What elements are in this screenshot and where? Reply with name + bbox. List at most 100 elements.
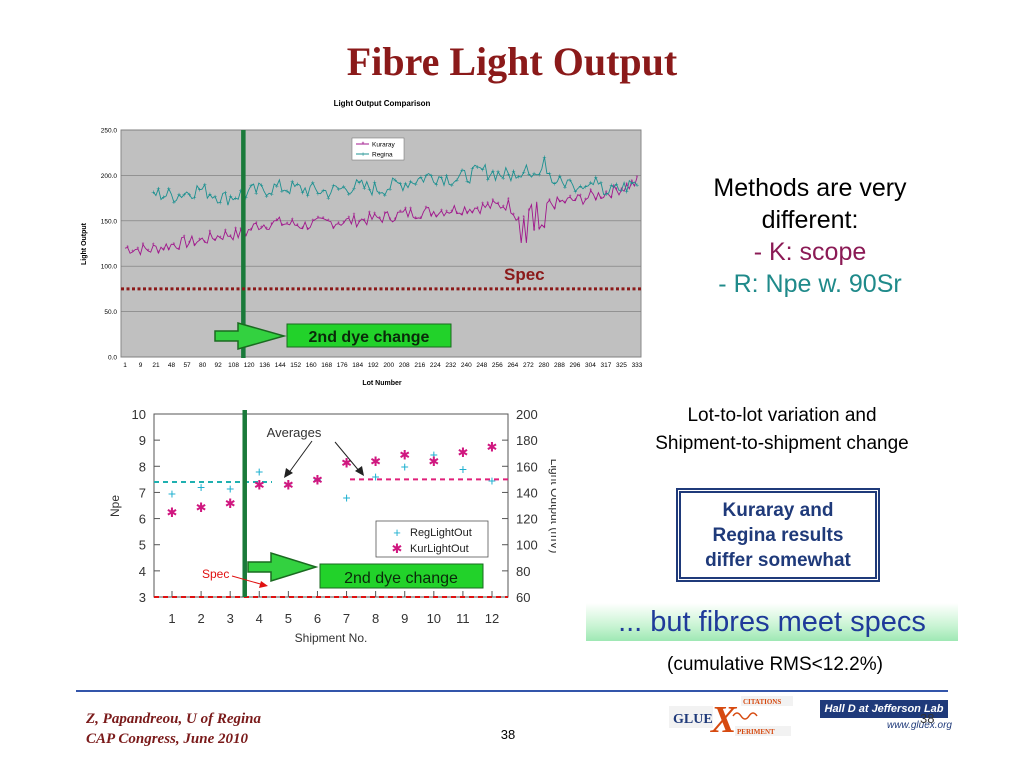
- chart1-regina-point: +: [295, 181, 299, 188]
- chart1-regina-point: +: [614, 181, 618, 188]
- chart1-kuraray-point: *: [630, 179, 633, 186]
- chart1-regina-point: +: [419, 175, 423, 182]
- chart2-x-tick-label: 7: [343, 611, 350, 626]
- chart1-x-tick-label: 120: [244, 362, 255, 369]
- chart1-regina-point: +: [609, 183, 613, 190]
- chart2-left-tick-label: 4: [139, 564, 146, 579]
- chart1-kuraray-line: [124, 177, 638, 256]
- chart1-regina-point: +: [409, 179, 413, 186]
- logo-page-number: 38: [920, 711, 935, 726]
- chart2-left-tick-label: 6: [139, 512, 146, 527]
- chart1-regina-point: +: [203, 182, 207, 189]
- chart1-regina-point: +: [604, 191, 608, 198]
- chart1-kuraray-point: *: [358, 220, 361, 227]
- chart1-regina-point: +: [589, 180, 593, 187]
- chart1-regina-point: +: [388, 186, 392, 193]
- chart1-regina-point: +: [223, 190, 227, 197]
- chart1-regina-point: +: [254, 190, 258, 197]
- chart1-regina-point: +: [300, 190, 304, 197]
- chart1-regina-point: +: [445, 173, 449, 180]
- slide-title: Fibre Light Output: [346, 39, 678, 84]
- chart1-x-tick-label: 240: [461, 362, 472, 369]
- chart2-right-tick-label: 140: [516, 485, 538, 500]
- light-output-comparison-chart: Light Output Comparison 0.0 50.0 100.0 150.…: [81, 99, 643, 387]
- callout-line1: Kuraray and: [722, 499, 834, 521]
- chart1-regina-point: +: [568, 177, 572, 184]
- chart1-kuraray-point: *: [420, 216, 423, 223]
- chart1-regina-point: +: [326, 195, 330, 202]
- chart1-kuraray-point: *: [538, 227, 541, 234]
- chart1-x-tick-label: 168: [321, 362, 332, 369]
- chart1-regina-point: +: [264, 193, 268, 200]
- chart1-regina-point: +: [244, 195, 248, 202]
- chart1-kuraray-point: *: [203, 240, 206, 247]
- methods-line1: Methods are very: [713, 174, 907, 202]
- page-number: 38: [500, 727, 516, 742]
- chart2-x-tick-label: 8: [372, 611, 379, 626]
- chart1-kuraray-point: *: [209, 230, 212, 237]
- chart1-regina-point: +: [213, 194, 217, 201]
- chart1-regina-point: +: [491, 168, 495, 175]
- chart1-x-tick-label: 333: [632, 362, 643, 369]
- chart2-kurlightout-point: ✱: [457, 445, 468, 460]
- chart1-kuraray-point: *: [579, 194, 582, 201]
- chart2-y-right-label: Light Output (mV): [548, 459, 556, 554]
- chart1-regina-point: +: [465, 179, 469, 186]
- chart1-kuraray-point: *: [250, 228, 253, 235]
- chart1-kuraray-point: *: [502, 204, 505, 211]
- chart1-kuraray-point: *: [193, 243, 196, 250]
- chart1-kuraray-point: *: [353, 212, 356, 219]
- chart1-kuraray-point: *: [440, 208, 443, 215]
- chart1-kuraray-point: *: [286, 221, 289, 228]
- chart1-x-label: Lot Number: [362, 380, 402, 387]
- chart1-regina-point: +: [527, 172, 531, 179]
- chart1-kuraray-point: *: [342, 220, 345, 227]
- chart1-kuraray-point: *: [322, 216, 325, 223]
- chart2-right-tick-label: 100: [516, 538, 538, 553]
- chart1-kuraray-point: *: [409, 206, 412, 213]
- chart1-x-tick-label: 200: [383, 362, 394, 369]
- chart1-x-tick-label: 57: [183, 362, 191, 369]
- halld-url: www.gluex.org: [886, 720, 952, 731]
- methods-r: - R: Npe w. 90Sr: [718, 270, 902, 298]
- logo-glue-text: GLUE: [673, 712, 713, 727]
- chart1-x-tick-label: 21: [152, 362, 160, 369]
- chart2-kurlightout-point: ✱: [370, 454, 381, 469]
- chart1-regina-point: +: [578, 184, 582, 191]
- chart1-kuraray-point: *: [173, 242, 176, 249]
- chart1-regina-point: +: [259, 182, 263, 189]
- chart2-x-tick-label: 3: [227, 611, 234, 626]
- chart1-regina-point: +: [481, 167, 485, 174]
- chart1-kuraray-point: *: [167, 247, 170, 254]
- chart1-kuraray-point: *: [147, 248, 150, 255]
- chart1-regina-point: +: [558, 173, 562, 180]
- chart2-x-tick-label: 12: [485, 611, 499, 626]
- chart2-right-ticks: 60 80 100 120 140 160 180 200: [502, 407, 538, 605]
- methods-note: Methods are very different: - K: scope -…: [672, 172, 948, 300]
- chart1-kuraray-point: *: [234, 227, 237, 234]
- chart1-regina-point: +: [424, 173, 428, 180]
- chart1-regina-point: +: [547, 171, 551, 178]
- chart1-regina-point: +: [506, 171, 510, 178]
- methods-line2: different:: [761, 206, 859, 234]
- chart1-x-tick-label: 9: [139, 362, 143, 369]
- chart1-kuraray-point: *: [517, 216, 520, 223]
- chart1-regina-point: +: [599, 180, 603, 187]
- chart1-kuraray-point: *: [337, 221, 340, 228]
- chart1-regina-point: +: [285, 188, 289, 195]
- chart2-spec-label: Spec: [202, 567, 229, 581]
- chart1-kuraray-point: *: [507, 197, 510, 204]
- chart1-y-ticks: 0.0 50.0 100.0 150.0 200.0 250.0: [101, 128, 118, 362]
- chart1-kuraray-point: *: [471, 210, 474, 217]
- chart1-x-ticks: 1 9 21 48 57 80 92 108 120 136 144 152 160 168 176 184 1…: [123, 362, 643, 369]
- chart2-kurlightout-point: ✱: [428, 454, 439, 469]
- chart1-regina-point: +: [450, 183, 454, 190]
- chart1-kuraray-point: *: [219, 235, 222, 242]
- chart2-legend: + RegLightOut ✱ KurLightOut: [375, 520, 489, 558]
- chart1-regina-point: +: [537, 172, 541, 179]
- chart1-regina-point: +: [501, 175, 505, 182]
- chart1-regina-point: +: [306, 193, 310, 200]
- chart1-kuraray-point: *: [615, 187, 618, 194]
- chart1-kuraray-point: *: [481, 201, 484, 208]
